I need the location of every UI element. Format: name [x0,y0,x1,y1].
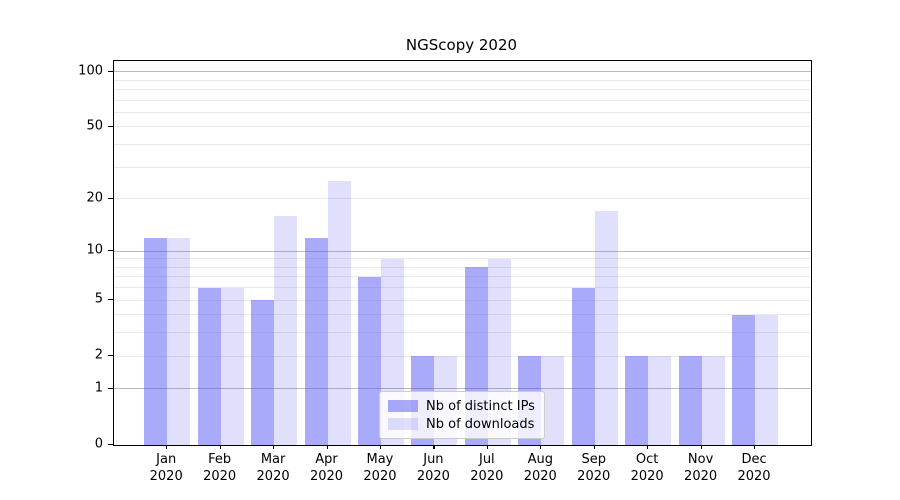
y-tick-label: 20 [86,190,103,206]
bar-distinct-ips-feb [197,287,221,445]
bar-downloads-nov [701,356,725,445]
y-tick-label: 100 [78,63,103,79]
minor-gridline [114,267,811,268]
x-tick-label: Jun 2020 [416,452,450,484]
minor-gridline [114,332,811,333]
y-tick-label: 5 [94,291,103,307]
x-tick-label: Mar 2020 [256,452,290,484]
minor-gridline [114,287,811,288]
x-tick-label: Apr 2020 [309,452,344,484]
minor-gridline [114,258,811,259]
legend: Nb of distinct IPs Nb of downloads [379,391,545,439]
x-tick-mark [433,445,435,449]
y-tick-mark [108,125,113,128]
minor-gridline [114,276,811,277]
minor-gridline [114,100,811,101]
bar-downloads-oct [648,356,672,445]
bar-distinct-ips-nov [678,356,702,445]
x-tick-label: Sep 2020 [577,452,611,484]
y-tick-label: 2 [94,347,103,363]
legend-swatch-distinct-ips [388,400,418,412]
x-tick-mark [166,445,168,449]
minor-gridline [114,167,811,168]
y-tick-label: 10 [86,242,103,258]
x-tick-label: Nov 2020 [684,452,718,484]
minor-gridline [114,198,811,199]
x-tick-label: Feb 2020 [203,452,237,484]
x-tick-label: Dec 2020 [737,452,771,484]
x-tick-mark [379,445,382,449]
legend-swatch-downloads [388,418,418,430]
legend-item-downloads: Nb of downloads [388,415,536,433]
minor-gridline [114,356,811,357]
x-tick-mark [486,445,489,449]
bar-downloads-mar [274,215,298,445]
minor-gridline [114,80,811,81]
bar-distinct-ips-jan [144,237,168,445]
bar-downloads-apr [327,181,351,445]
y-tick-mark [108,250,113,252]
x-tick-mark [700,445,702,449]
y-tick-mark [108,197,113,199]
bar-downloads-aug [541,356,565,445]
minor-gridline [114,144,811,145]
x-tick-mark [754,445,756,449]
legend-item-distinct-ips: Nb of distinct IPs [388,397,536,415]
chart-title: NGScopy 2020 [405,36,518,54]
y-tick-label: 50 [86,118,103,134]
y-tick-mark [108,387,113,390]
bar-distinct-ips-sep [571,287,595,445]
x-tick-mark [219,445,221,449]
bar-distinct-ips-dec [732,314,756,445]
minor-gridline [114,126,811,127]
y-tick-mark [108,70,113,72]
major-gridline [114,71,811,72]
minor-gridline [114,89,811,90]
bar-distinct-ips-may [357,276,381,445]
x-tick-mark [540,445,542,449]
major-gridline [114,251,811,252]
plot-area [113,60,812,446]
major-gridline [114,388,811,389]
bar-downloads-dec [755,314,779,445]
y-tick-label: 1 [94,380,103,396]
x-tick-mark [593,445,595,449]
x-tick-mark [647,445,649,449]
bar-distinct-ips-mar [251,300,275,445]
legend-label-distinct-ips: Nb of distinct IPs [426,398,535,414]
x-tick-label: Jul 2020 [470,452,504,484]
bar-distinct-ips-oct [625,356,649,445]
x-tick-mark [326,445,328,449]
x-tick-label: May 2020 [363,452,397,484]
bar-distinct-ips-apr [304,237,328,445]
x-tick-label: Oct 2020 [630,452,664,484]
bar-downloads-feb [220,287,244,445]
x-tick-mark [273,445,275,449]
x-tick-label: Aug 2020 [523,452,557,484]
bar-downloads-jan [167,237,191,445]
y-tick-label: 0 [94,436,103,452]
y-tick-mark [108,444,113,446]
bar-downloads-sep [594,211,618,445]
legend-label-downloads: Nb of downloads [426,416,535,432]
y-tick-mark [108,355,113,357]
x-tick-label: Jan 2020 [149,452,183,484]
y-tick-mark [108,299,113,301]
minor-gridline [114,112,811,113]
minor-gridline [114,300,811,301]
minor-gridline [114,314,811,315]
